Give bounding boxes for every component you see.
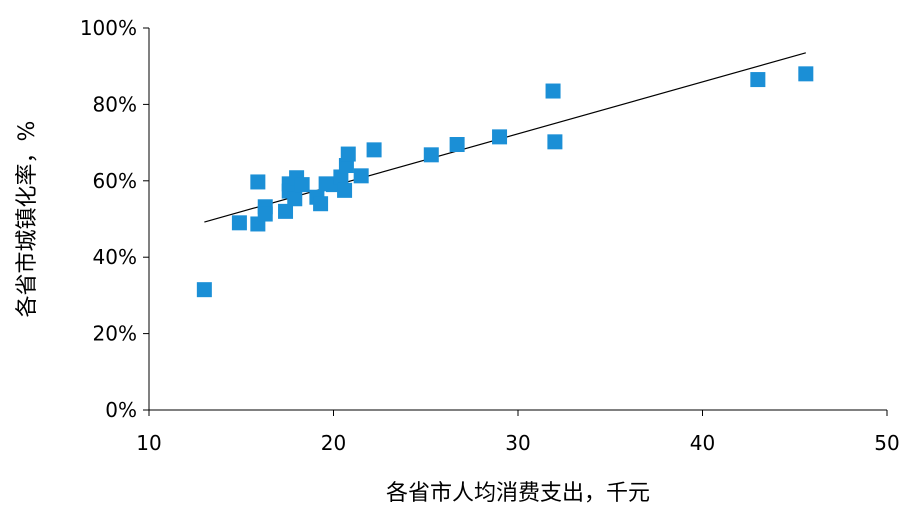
data-point xyxy=(750,72,766,88)
data-point xyxy=(257,206,273,222)
data-point xyxy=(338,158,354,174)
data-point xyxy=(449,137,465,153)
y-tick-label: 40% xyxy=(93,245,137,269)
data-point xyxy=(798,66,814,82)
data-point xyxy=(278,203,294,219)
data-point xyxy=(492,129,508,145)
x-tick-label: 40 xyxy=(690,431,715,455)
data-point xyxy=(294,177,310,193)
y-tick-group: 0% 20% 40% 60% 80% 100% xyxy=(80,16,149,422)
x-tick-label: 50 xyxy=(874,431,899,455)
data-point xyxy=(231,215,247,231)
x-axis: 10 20 30 40 50 xyxy=(136,409,900,455)
data-point xyxy=(337,182,353,198)
y-axis: 0% 20% 40% 60% 80% 100% xyxy=(80,16,150,422)
x-tick-label: 20 xyxy=(321,431,346,455)
data-point xyxy=(340,146,356,162)
data-point xyxy=(353,168,369,184)
data-point xyxy=(366,142,382,158)
data-point xyxy=(423,147,439,163)
y-tick-label: 100% xyxy=(80,16,137,40)
data-point xyxy=(196,282,212,298)
x-axis-title: 各省市人均消费支出，千元 xyxy=(386,481,650,506)
data-points xyxy=(196,66,814,298)
data-point xyxy=(287,191,303,207)
data-point xyxy=(313,196,329,212)
data-point xyxy=(250,174,266,190)
y-tick-label: 60% xyxy=(93,169,137,193)
x-tick-label: 30 xyxy=(505,431,530,455)
x-tick-group: 10 20 30 40 50 xyxy=(136,410,900,455)
data-point xyxy=(333,169,349,185)
y-tick-label: 20% xyxy=(93,322,137,346)
y-tick-label: 0% xyxy=(105,398,137,422)
x-tick-label: 10 xyxy=(136,431,161,455)
data-point xyxy=(545,83,561,99)
y-tick-label: 80% xyxy=(93,92,137,116)
data-point xyxy=(547,134,563,150)
y-axis-title: 各省市城镇化率，% xyxy=(15,121,40,318)
